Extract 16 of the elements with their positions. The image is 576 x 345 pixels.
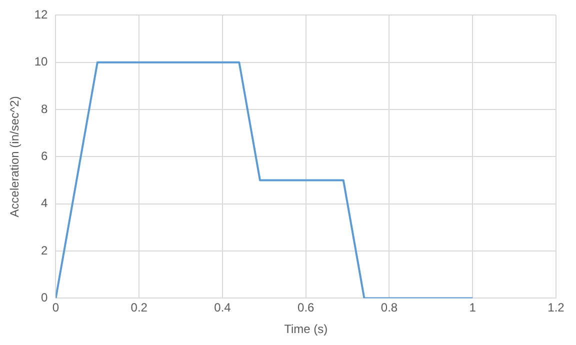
y-tick-label: 2 bbox=[41, 243, 48, 258]
x-tick-label: 0.8 bbox=[380, 300, 398, 315]
x-tick-label: 1 bbox=[469, 300, 476, 315]
x-tick-label: 0 bbox=[52, 300, 60, 315]
y-tick-label: 8 bbox=[41, 102, 48, 116]
y-tick-label: 12 bbox=[34, 8, 48, 22]
x-tick-label: 0.2 bbox=[130, 300, 148, 315]
x-axis-title: Time (s) bbox=[284, 322, 328, 336]
y-axis-title: Acceleration (in/sec^2) bbox=[8, 96, 22, 218]
y-tick-label: 10 bbox=[34, 54, 48, 69]
x-tick-label: 0.6 bbox=[298, 300, 315, 315]
y-tick-label: 0 bbox=[41, 290, 48, 305]
y-tick-label: 6 bbox=[41, 149, 48, 164]
y-tick-label: 4 bbox=[41, 196, 48, 210]
x-tick-label: 1.2 bbox=[548, 300, 565, 315]
x-tick-label: 0.4 bbox=[214, 300, 232, 315]
